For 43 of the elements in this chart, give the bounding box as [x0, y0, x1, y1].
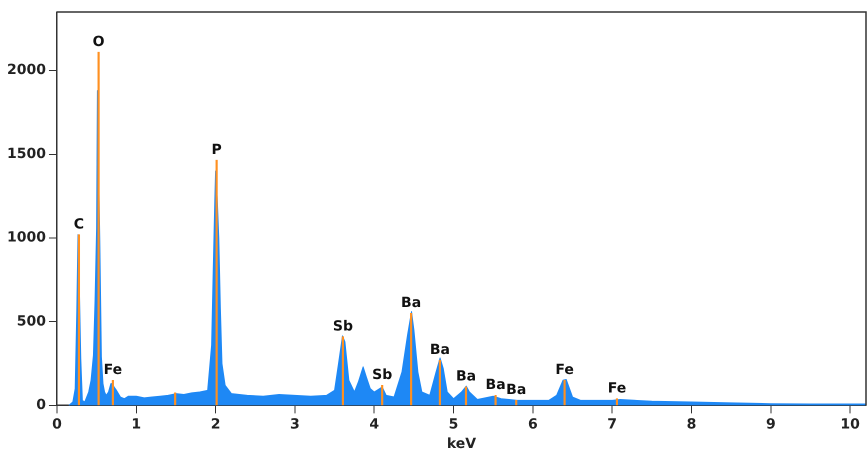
data-label: Ba	[486, 376, 506, 393]
bar	[216, 160, 218, 406]
bar	[174, 392, 176, 406]
data-label: Fe	[104, 362, 122, 378]
data-label: Fe	[608, 380, 626, 396]
bar	[112, 380, 114, 406]
y-tick-label: 2000	[6, 62, 46, 78]
bar	[342, 336, 344, 406]
bar	[464, 386, 468, 406]
data-label: Fe	[555, 362, 574, 378]
x-tick-label: 0	[52, 416, 62, 432]
bar	[438, 360, 441, 406]
x-tick-label: 4	[369, 416, 380, 432]
bar	[494, 395, 497, 406]
data-label: Ba	[401, 294, 422, 311]
data-label: Ba	[506, 382, 526, 398]
bar	[564, 380, 566, 406]
x-tick-label: 7	[607, 416, 618, 432]
y-tick-label: 500	[16, 313, 46, 330]
bar	[381, 384, 384, 406]
bar	[98, 52, 100, 406]
x-tick-label: 9	[766, 416, 776, 432]
x-tick-label: 2	[210, 416, 220, 432]
x-tick-label: 3	[290, 416, 300, 432]
x-axis-title: keV	[446, 436, 476, 452]
data-label: Sb	[372, 366, 392, 383]
data-label: Ba	[456, 368, 476, 385]
data-label: C	[74, 216, 84, 232]
bar	[78, 234, 80, 406]
data-label: P	[211, 142, 222, 158]
x-tick-label: 10	[840, 416, 860, 432]
data-label: Sb	[332, 318, 353, 334]
y-tick-label: 1500	[6, 146, 46, 162]
data-label: Ba	[430, 342, 450, 358]
x-tick-label: 5	[448, 416, 458, 432]
x-tick-label: 1	[131, 416, 142, 432]
y-tick-label: 1000	[6, 230, 46, 246]
data-label: O	[92, 34, 105, 50]
y-tick-label: 0	[36, 397, 46, 414]
bar	[515, 400, 518, 406]
x-tick-label: 6	[528, 416, 538, 432]
x-tick-label: 8	[686, 416, 696, 432]
bar	[410, 313, 412, 406]
